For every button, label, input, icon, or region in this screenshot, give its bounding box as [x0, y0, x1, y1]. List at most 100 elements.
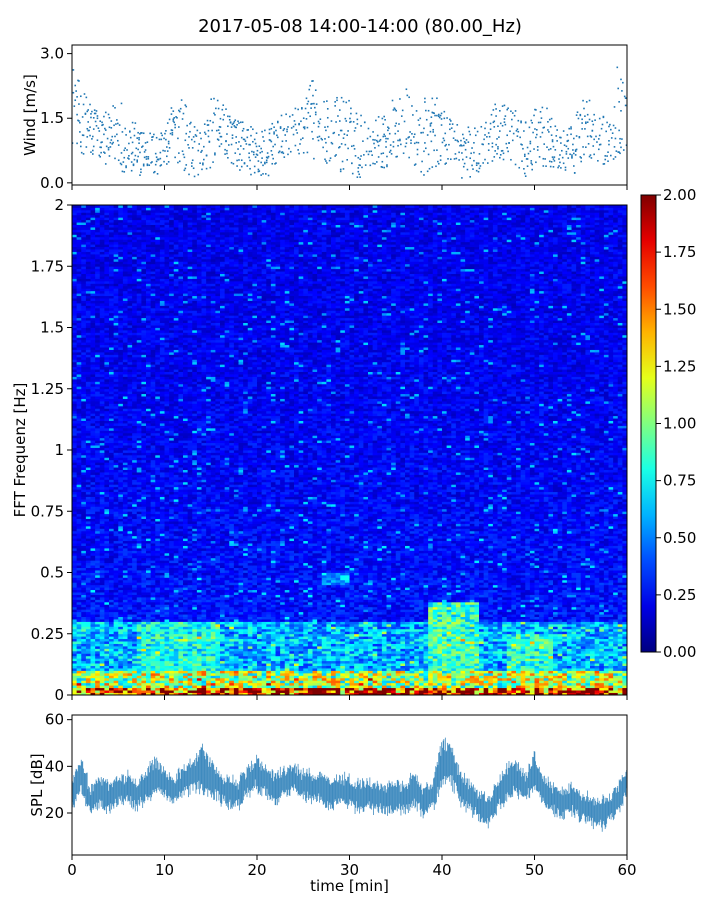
spectrogram-cell	[405, 658, 410, 661]
spectrogram-cell	[146, 631, 151, 634]
spectrogram-cell	[257, 653, 262, 656]
spectrogram-cell	[498, 619, 503, 622]
wind-point	[137, 132, 139, 134]
spectrogram-cell	[202, 671, 207, 674]
spectrogram-cell	[382, 653, 387, 656]
spectrogram-cell	[77, 646, 82, 649]
spectrogram-cell	[285, 683, 290, 686]
spectrogram-cell	[326, 678, 331, 681]
spectrogram-cell	[350, 651, 355, 654]
spectrogram-cell	[479, 653, 484, 656]
spectrogram-cell	[285, 622, 290, 625]
spectrogram-cell	[141, 675, 146, 678]
wind-point	[339, 109, 341, 111]
spectrogram-cell	[567, 634, 572, 637]
spectrogram-cell	[72, 683, 77, 686]
wind-point	[166, 163, 168, 165]
spectrogram-cell	[368, 656, 373, 659]
wind-point	[125, 167, 127, 169]
spectrogram-cell	[437, 634, 442, 637]
spectrogram-cell	[451, 658, 456, 661]
spectrogram-cell	[345, 675, 350, 678]
spectrogram-cell	[165, 619, 170, 622]
wind-point	[249, 168, 251, 170]
wind-point	[145, 142, 147, 144]
spectrogram-cell	[109, 656, 114, 659]
spectrogram-cell	[303, 617, 308, 620]
wind-point	[385, 141, 387, 143]
spectrogram-cell	[567, 661, 572, 664]
spectrogram-cell	[437, 626, 442, 629]
wind-point	[385, 138, 387, 140]
spectrogram-cell	[414, 644, 419, 647]
spectrogram-cell	[206, 683, 211, 686]
spectrogram-cell	[220, 671, 225, 674]
spectrogram-cell	[86, 661, 91, 664]
spectrogram-cell	[86, 619, 91, 622]
spectrogram-cell	[368, 671, 373, 674]
spectrogram-cell	[109, 617, 114, 620]
wind-point	[307, 127, 309, 129]
spectrogram-cell	[391, 619, 396, 622]
spectrogram-cell	[215, 690, 220, 693]
wind-point	[91, 111, 93, 113]
spectrogram-cell	[123, 675, 128, 678]
spectrogram-cell	[192, 646, 197, 649]
wind-point	[424, 101, 426, 103]
spectrogram-cell	[511, 651, 516, 654]
spectrogram-cell	[322, 629, 327, 632]
spectrogram-cell	[91, 619, 96, 622]
spectrogram-cell	[229, 690, 234, 693]
spectrogram-cell	[465, 688, 470, 691]
spectrogram-cell	[437, 636, 442, 639]
spectrogram-cell	[243, 631, 248, 634]
spectrogram-cell	[437, 629, 442, 632]
spectrogram-cell	[544, 668, 549, 671]
wind-point	[406, 142, 408, 144]
wind-point	[128, 143, 130, 145]
spectrogram-cell	[414, 668, 419, 671]
spectrogram-cell	[479, 619, 484, 622]
spectrogram-cell	[419, 685, 424, 688]
spectrogram-cell	[447, 624, 452, 627]
spectrogram-cell	[276, 688, 281, 691]
spectrogram-cell	[451, 661, 456, 664]
wind-point	[573, 153, 575, 155]
spectrogram-cell	[373, 683, 378, 686]
wind-point	[394, 125, 396, 127]
spectrogram-cell	[535, 656, 540, 659]
wind-point	[364, 121, 366, 123]
wind-point	[262, 173, 264, 175]
spectrogram-cell	[456, 651, 461, 654]
wind-point	[266, 159, 268, 161]
spectrogram-cell	[581, 636, 586, 639]
wind-point	[334, 101, 336, 103]
spectrogram-cell	[548, 666, 553, 669]
spectrogram-cell	[239, 646, 244, 649]
spectrogram-cell	[174, 619, 179, 622]
spectrogram-cell	[109, 636, 114, 639]
spectrogram-cell	[141, 666, 146, 669]
wind-point	[246, 137, 248, 139]
spectrogram-cell	[609, 644, 614, 647]
spectrogram-cell	[613, 641, 618, 644]
spectrogram-cell	[428, 622, 433, 625]
spectrogram-cell	[618, 648, 623, 651]
spectrogram-cell	[359, 626, 364, 629]
spectrogram-cell	[128, 673, 133, 676]
wind-point	[495, 144, 497, 146]
spectrogram-cell	[493, 624, 498, 627]
spectrogram-cell	[192, 617, 197, 620]
spectrogram-cell	[498, 671, 503, 674]
spectrogram-cell	[414, 651, 419, 654]
spectrogram-cell	[303, 636, 308, 639]
spectrogram-cell	[123, 668, 128, 671]
wind-point	[271, 150, 273, 152]
spectrogram-cell	[151, 622, 156, 625]
spectrogram-cell	[530, 663, 535, 666]
spectrogram-cell	[188, 688, 193, 691]
spectrogram-cell	[248, 678, 253, 681]
spectrogram-cell	[484, 680, 489, 683]
spectrogram-cell	[215, 646, 220, 649]
spectrogram-cell	[613, 656, 618, 659]
